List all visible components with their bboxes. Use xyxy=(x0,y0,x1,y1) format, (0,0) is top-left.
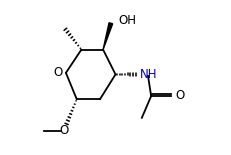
Text: O: O xyxy=(54,66,63,79)
Text: NH: NH xyxy=(140,68,157,81)
Text: O: O xyxy=(60,124,69,137)
Text: O: O xyxy=(175,89,184,102)
Text: OH: OH xyxy=(119,14,137,27)
Polygon shape xyxy=(103,23,113,50)
